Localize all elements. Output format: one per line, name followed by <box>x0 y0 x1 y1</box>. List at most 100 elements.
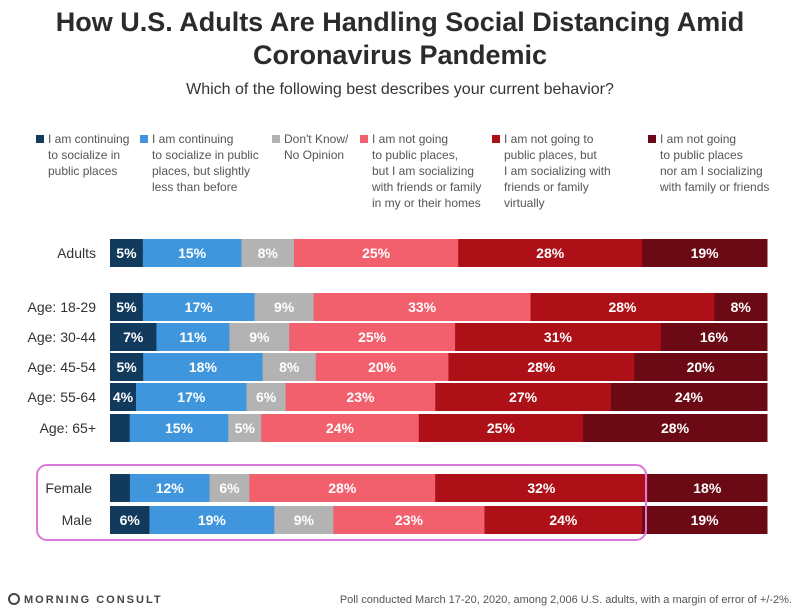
data-label: 28% <box>608 299 637 315</box>
row-label: Age: 55-64 <box>28 389 97 405</box>
row-label: Age: 45-54 <box>28 359 97 375</box>
bar-segment <box>110 474 131 502</box>
bar-segment <box>274 506 334 534</box>
row-label: Male <box>62 512 93 528</box>
morning-consult-logo-icon <box>8 593 20 605</box>
data-label: 5% <box>116 359 137 375</box>
data-label: 5% <box>235 420 256 436</box>
data-label: 23% <box>395 512 424 528</box>
bar-segment <box>647 474 768 502</box>
legend-label: I am not going to public places, but I a… <box>372 132 482 210</box>
chart-subtitle: Which of the following best describes yo… <box>186 81 614 98</box>
data-label: 19% <box>691 245 720 261</box>
data-label: 9% <box>249 329 270 345</box>
data-label: 32% <box>527 480 556 496</box>
bar-segment <box>254 293 315 321</box>
bar-segment <box>293 239 459 267</box>
data-label: 9% <box>294 512 315 528</box>
data-label: 8% <box>731 299 752 315</box>
poll-footnote: Poll conducted March 17-20, 2020, among … <box>339 594 792 606</box>
data-label: 18% <box>189 359 218 375</box>
data-label: 16% <box>700 329 729 345</box>
data-label: 5% <box>116 245 137 261</box>
data-label: 25% <box>487 420 516 436</box>
bar-segment <box>229 323 290 351</box>
data-label: 27% <box>509 389 538 405</box>
row-label: Adults <box>57 245 96 261</box>
data-label: 33% <box>408 299 437 315</box>
row-label: Female <box>45 480 92 496</box>
bar-segment <box>289 323 456 351</box>
bar-segment <box>129 474 211 502</box>
data-label: 28% <box>536 245 565 261</box>
bar-segment <box>156 323 230 351</box>
bar-segment <box>142 293 256 321</box>
highlight-box <box>36 464 647 541</box>
legend-swatch <box>492 135 500 143</box>
bar-segment <box>110 414 131 442</box>
bar-segment <box>246 383 287 411</box>
data-label: 12% <box>156 480 185 496</box>
bar-segment <box>241 239 295 267</box>
data-label: 24% <box>326 420 355 436</box>
bar-segment <box>642 506 768 534</box>
legend-label: Don't Know/ No Opinion <box>284 132 349 162</box>
data-label: 18% <box>693 480 722 496</box>
bar-segment <box>285 383 436 411</box>
data-label: 15% <box>178 245 207 261</box>
bar-segment <box>249 474 436 502</box>
bar-segment <box>642 239 768 267</box>
data-label: 28% <box>527 359 556 375</box>
bar-segment <box>262 353 317 381</box>
bar-segment <box>136 383 248 411</box>
data-label: 24% <box>549 512 578 528</box>
bar-segment <box>530 293 715 321</box>
data-label: 25% <box>362 245 391 261</box>
bar-segment <box>313 293 531 321</box>
bar-segment <box>110 506 150 534</box>
bar-segment <box>418 414 584 442</box>
bar-segment <box>435 474 649 502</box>
bar-segment <box>110 383 137 411</box>
bar-segment <box>634 353 768 381</box>
bar-segment <box>110 353 144 381</box>
data-label: 6% <box>256 389 277 405</box>
data-label: 7% <box>123 329 144 345</box>
bar-segment <box>209 474 250 502</box>
bar-segment <box>435 383 612 411</box>
bar-segment <box>455 323 662 351</box>
legend-swatch <box>360 135 368 143</box>
legend-label: I am continuing to socialize in public p… <box>152 132 259 194</box>
legend-label: I am continuing to socialize in public p… <box>48 132 130 178</box>
bar-segment <box>660 323 768 351</box>
data-label: 9% <box>274 299 295 315</box>
data-label: 25% <box>358 329 387 345</box>
bar-segment <box>110 323 157 351</box>
bar-segment <box>228 414 262 442</box>
data-label: 28% <box>328 480 357 496</box>
bar-segment <box>458 239 643 267</box>
data-label: 8% <box>279 359 300 375</box>
legend-swatch <box>36 135 44 143</box>
data-label: 20% <box>687 359 716 375</box>
data-label: 17% <box>185 299 214 315</box>
bar-segment <box>110 239 144 267</box>
row-label: Age: 18-29 <box>28 299 97 315</box>
row-label: Age: 30-44 <box>28 329 97 345</box>
brand-logo: MORNING CONSULT <box>8 593 163 606</box>
bar-segment <box>261 414 420 442</box>
bar-segment <box>583 414 768 442</box>
bar-segment <box>714 293 768 321</box>
data-label: 24% <box>675 389 704 405</box>
row-label: Age: 65+ <box>40 420 96 436</box>
bar-segment <box>149 506 275 534</box>
brand-name: MORNING CONSULT <box>24 594 163 606</box>
bar-segment <box>142 239 242 267</box>
bar-segment <box>315 353 449 381</box>
legend-swatch <box>140 135 148 143</box>
legend-label: I am not going to public places nor am I… <box>660 132 770 194</box>
legend-swatch <box>648 135 656 143</box>
bar-segment <box>143 353 264 381</box>
bar-segment <box>448 353 635 381</box>
